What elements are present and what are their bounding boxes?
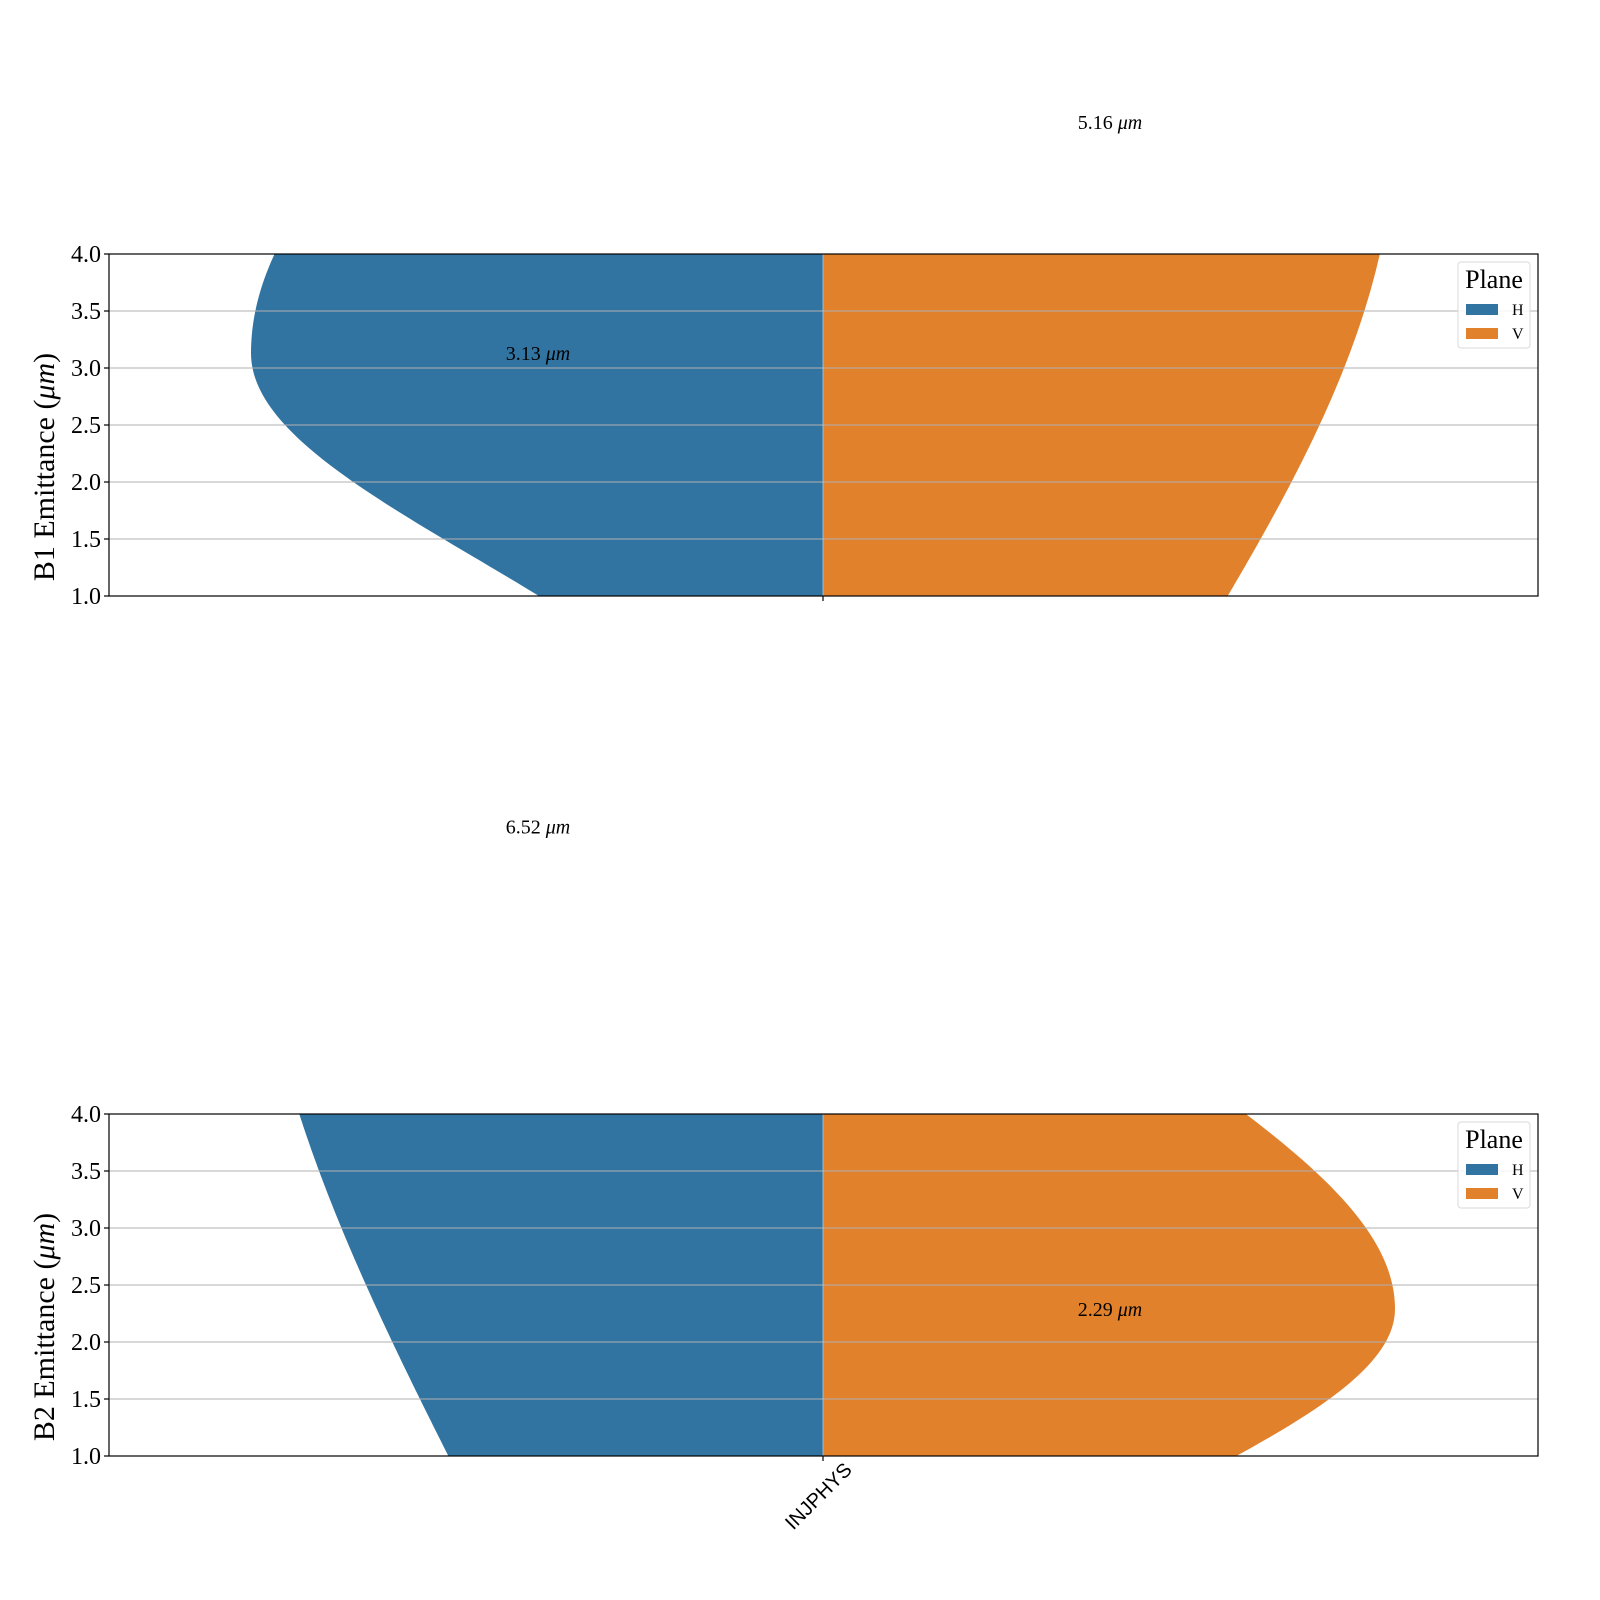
y-tick-label: 2.0	[71, 1330, 101, 1356]
median-label-h: 6.52 μm	[506, 817, 570, 839]
annotations: 3.13 μm5.16 μm	[506, 112, 1142, 365]
legend-swatch-v	[1466, 1188, 1498, 1199]
y-tick-label: 3.0	[71, 356, 101, 382]
y-tick-label: 1.5	[71, 1387, 101, 1413]
y-tick-label: 2.5	[71, 413, 101, 439]
annotations: 6.52 μm2.29 μm	[506, 817, 1142, 1321]
y-axis-label: B1 Emittance (μm)	[28, 353, 61, 581]
y-axis: 1.0 1.5 2.0 2.5 3.0 3.5 4.0	[71, 242, 109, 610]
y-axis-label-unit: μm	[28, 1223, 61, 1261]
y-axis: 1.0 1.5 2.0 2.5 3.0 3.5 4.0	[71, 1102, 109, 1470]
median-label-v: 5.16 μm	[1078, 112, 1142, 134]
y-tick-label: 1.0	[71, 584, 101, 610]
median-label-h: 3.13 μm	[506, 343, 570, 365]
y-tick-label: 1.0	[71, 1444, 101, 1470]
legend: Plane HV	[1457, 1121, 1531, 1209]
y-tick-label: 4.0	[71, 1102, 101, 1128]
median-unit: μm	[545, 817, 570, 839]
y-tick-label: 2.5	[71, 1273, 101, 1299]
legend-entry-v: V	[1512, 326, 1524, 343]
median-unit: μm	[545, 343, 570, 365]
median-unit: μm	[1117, 1299, 1142, 1321]
legend-entry-h: H	[1512, 1162, 1524, 1179]
legend-swatch-h	[1466, 304, 1498, 315]
legend-swatch-v	[1466, 328, 1498, 339]
legend-entry-h: H	[1512, 302, 1524, 319]
y-axis-label: B2 Emittance (μm)	[28, 1213, 61, 1441]
legend-title: Plane	[1465, 1125, 1523, 1154]
x-tick-label: INJPHYS	[781, 1459, 856, 1534]
chart-panel-1: 1.01.52.02.53.03.54.0B1 Emittance (μm) 3.…	[28, 112, 1539, 610]
y-axis-label-prefix: B1 Emittance (	[28, 400, 61, 582]
y-axis-label-suffix: )	[28, 1213, 61, 1223]
y-axis-label-prefix: B2 Emittance (	[28, 1260, 61, 1442]
legend-title: Plane	[1465, 265, 1523, 294]
chart-panel-2: 1.0 1.5 2.0 2.5 3.0 3.5 4.0 INJPHYS B2 Emittance…	[28, 817, 1539, 1534]
legend: Plane HV	[1457, 261, 1531, 349]
y-tick-label: 3.5	[71, 299, 101, 325]
median-value: 6.52	[506, 817, 541, 839]
median-value: 3.13	[506, 343, 541, 365]
y-tick-label: 3.5	[71, 1159, 101, 1185]
legend-entry-v: V	[1512, 1186, 1524, 1203]
median-unit: μm	[1117, 112, 1142, 134]
y-tick-label: 3.0	[71, 1216, 101, 1242]
y-tick-label: 4.0	[71, 242, 101, 268]
median-value: 2.29	[1078, 1299, 1113, 1321]
y-axis-label-unit: μm	[28, 363, 61, 401]
median-label-v: 2.29 μm	[1078, 1299, 1142, 1321]
y-tick-label: 2.0	[71, 470, 101, 496]
y-axis-label-suffix: )	[28, 353, 61, 363]
legend-swatch-h	[1466, 1164, 1498, 1175]
median-value: 5.16	[1078, 112, 1113, 134]
y-tick-label: 1.5	[71, 527, 101, 553]
